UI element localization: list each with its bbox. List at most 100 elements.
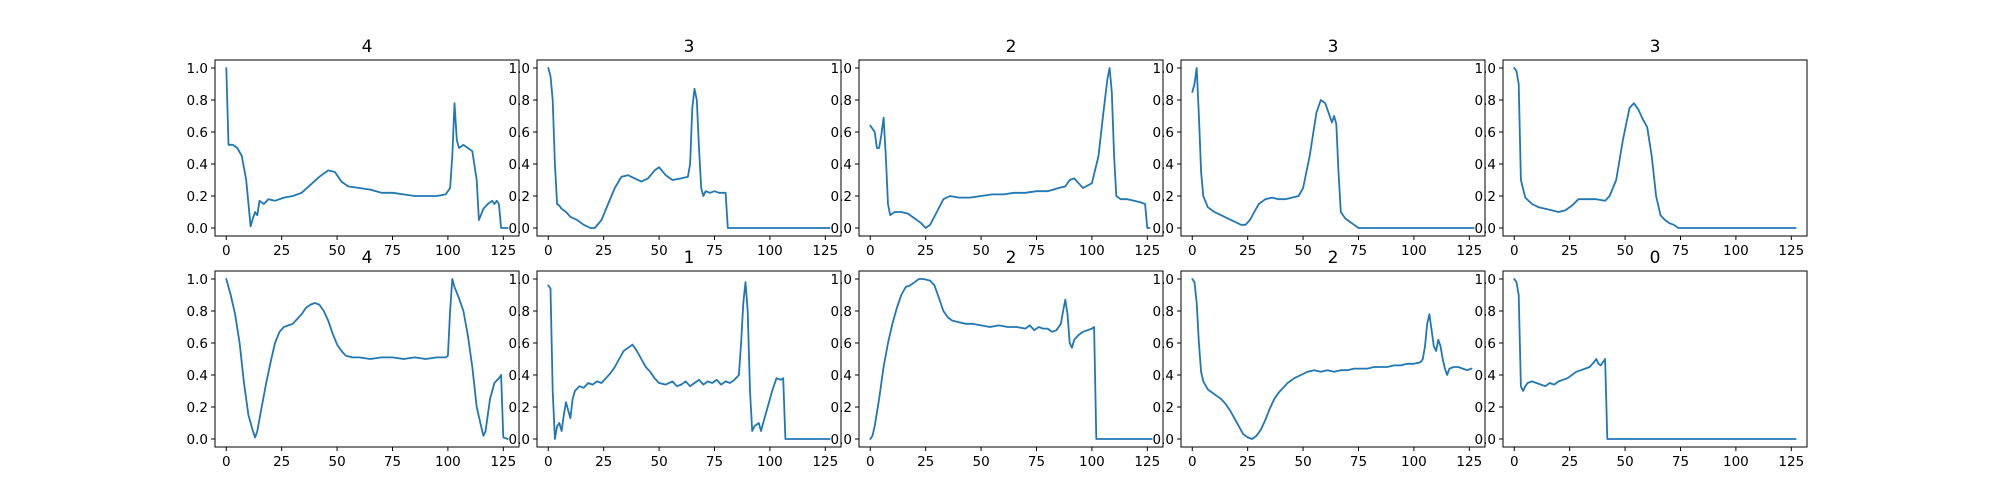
panel-8: 2 0 25 50 75 100 125 0.0 0.2 0.4 0.6 0.8 1.0: [831, 248, 1164, 470]
y-tick-label: 0.2: [1153, 189, 1174, 205]
y-tick-label: 0.4: [1475, 368, 1496, 384]
y-tick-label: 0.8: [831, 304, 852, 320]
y-tick-label: 0.2: [187, 400, 208, 416]
y-tick-label: 0.2: [831, 400, 852, 416]
series-line: [547, 281, 831, 440]
y-tick-label: 0.4: [509, 157, 530, 173]
y-tick-label: 0.4: [1153, 157, 1174, 173]
x-tick-label: 100: [1401, 454, 1427, 470]
x-tick-label: 125: [490, 243, 516, 259]
x-tick-label: 50: [972, 243, 989, 259]
x-tick-label: 0: [544, 454, 553, 470]
y-tick-label: 0.8: [1475, 304, 1496, 320]
y-tick-label: 1.0: [509, 61, 530, 77]
y-tick-label: 0.0: [1475, 221, 1496, 237]
x-tick-label: 75: [384, 243, 401, 259]
x-tick-label: 50: [1616, 243, 1633, 259]
y-tick-label: 1.0: [831, 61, 852, 77]
y-tick-label: 0.0: [1475, 432, 1496, 448]
panel-2: 3 0 25 50 75 100 125 0.0 0.2 0.4 0.6 0.8 1.0: [509, 37, 842, 259]
x-tick-label: 0: [866, 243, 875, 259]
x-tick-label: 25: [595, 243, 612, 259]
plot-frame: [1502, 59, 1808, 237]
x-tick-label: 100: [1723, 243, 1749, 259]
plot-frame: [1180, 59, 1486, 237]
plot-frame: [214, 270, 520, 448]
y-tick-label: 0.8: [831, 93, 852, 109]
panel-title: 2: [1006, 37, 1017, 57]
y-tick-label: 0.2: [509, 400, 530, 416]
plot-frame: [214, 59, 520, 237]
y-tick-label: 0.6: [1153, 125, 1174, 141]
x-tick-label: 75: [1672, 243, 1689, 259]
plot-frame: [536, 59, 842, 237]
x-tick-label: 50: [1616, 454, 1633, 470]
x-tick-label: 25: [273, 243, 290, 259]
x-tick-label: 100: [1079, 243, 1105, 259]
y-tick-label: 0.8: [509, 304, 530, 320]
x-tick-label: 0: [222, 243, 231, 259]
y-tick-label: 0.2: [509, 189, 530, 205]
x-tick-label: 75: [1672, 454, 1689, 470]
x-tick-label: 25: [1239, 243, 1256, 259]
y-tick-label: 0.8: [1153, 304, 1174, 320]
x-tick-label: 125: [1778, 243, 1804, 259]
panel-6: 4 0 25 50 75 100 125 0.0 0.2 0.4 0.6 0.8 1.0: [187, 248, 520, 470]
x-tick-label: 50: [972, 454, 989, 470]
plot-frame: [1502, 270, 1808, 448]
series-line: [1513, 67, 1797, 229]
series-line: [869, 278, 1153, 440]
y-tick-label: 0.0: [1153, 221, 1174, 237]
x-tick-label: 25: [595, 454, 612, 470]
panel-title: 3: [684, 37, 695, 57]
y-tick-label: 1.0: [509, 272, 530, 288]
y-tick-label: 0.2: [1153, 400, 1174, 416]
plot-frame: [1180, 270, 1486, 448]
x-tick-label: 0: [1188, 243, 1197, 259]
x-tick-label: 75: [1028, 243, 1045, 259]
x-tick-label: 50: [1294, 243, 1311, 259]
x-tick-label: 50: [328, 454, 345, 470]
x-tick-label: 125: [1778, 454, 1804, 470]
series-line: [1191, 67, 1475, 229]
y-tick-label: 0.0: [831, 432, 852, 448]
y-tick-label: 0.0: [1153, 432, 1174, 448]
plot-frame: [858, 270, 1164, 448]
y-tick-label: 0.0: [187, 432, 208, 448]
y-tick-label: 0.6: [831, 125, 852, 141]
x-tick-label: 100: [757, 243, 783, 259]
x-tick-label: 75: [1350, 454, 1367, 470]
y-tick-label: 0.4: [831, 368, 852, 384]
series-line: [225, 278, 509, 440]
x-tick-label: 100: [435, 454, 461, 470]
y-tick-label: 0.6: [509, 125, 530, 141]
y-tick-label: 1.0: [1153, 61, 1174, 77]
panel-9: 2 0 25 50 75 100 125 0.0 0.2 0.4 0.6 0.8 1.0: [1153, 248, 1486, 470]
y-tick-label: 0.4: [1153, 368, 1174, 384]
x-tick-label: 125: [490, 454, 516, 470]
panel-10: 0 0 25 50 75 100 125 0.0 0.2 0.4 0.6 0.8 1.0: [1475, 248, 1808, 470]
x-tick-label: 100: [1079, 454, 1105, 470]
panel-title: 3: [1650, 37, 1661, 57]
y-tick-label: 1.0: [1475, 61, 1496, 77]
x-tick-label: 100: [1723, 454, 1749, 470]
panel-3: 2 0 25 50 75 100 125 0.0 0.2 0.4 0.6 0.8 1.0: [831, 37, 1164, 259]
x-tick-label: 0: [866, 454, 875, 470]
x-tick-label: 50: [650, 454, 667, 470]
y-tick-label: 1.0: [1475, 272, 1496, 288]
y-tick-label: 1.0: [187, 61, 208, 77]
x-tick-label: 75: [706, 243, 723, 259]
panel-title: 3: [1328, 37, 1339, 57]
series-line: [869, 67, 1151, 229]
x-tick-label: 25: [1561, 243, 1578, 259]
x-tick-label: 100: [757, 454, 783, 470]
y-tick-label: 0.6: [1475, 125, 1496, 141]
series-line: [1191, 278, 1473, 440]
y-tick-label: 0.8: [187, 93, 208, 109]
x-tick-label: 0: [1188, 454, 1197, 470]
y-tick-label: 0.6: [831, 336, 852, 352]
x-tick-label: 125: [812, 454, 838, 470]
panel-title: 2: [1328, 248, 1339, 268]
x-tick-label: 25: [273, 454, 290, 470]
